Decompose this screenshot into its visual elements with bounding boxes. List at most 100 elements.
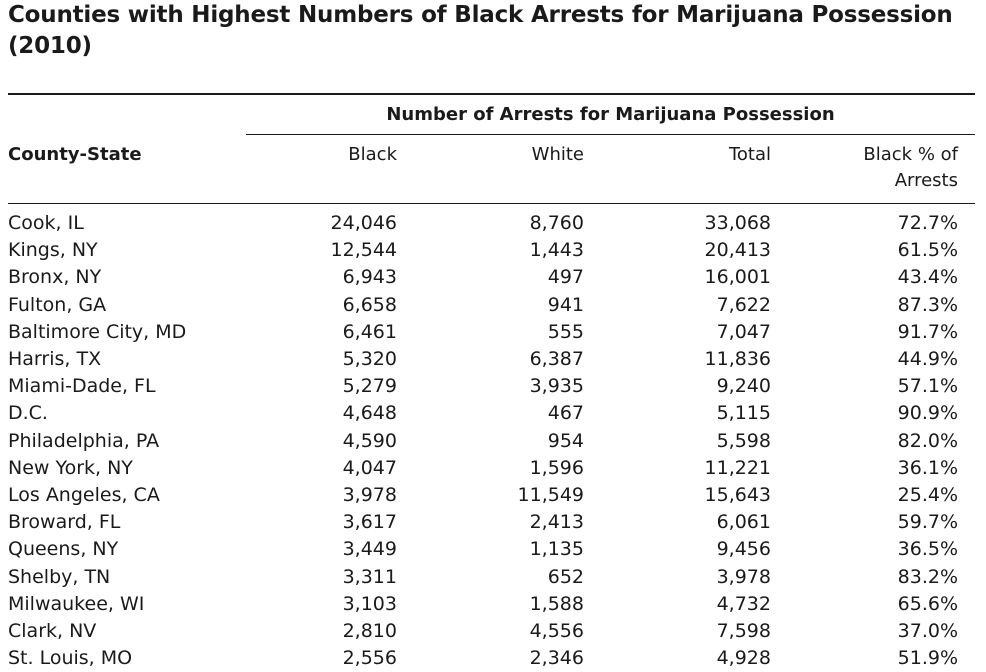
- cell-white: 2,413: [529, 511, 584, 534]
- cell-total: 11,836: [704, 348, 771, 371]
- cell-total: 5,598: [716, 429, 771, 452]
- cell-black: 5,320: [342, 348, 397, 371]
- cell-black-percent: 43.4%: [897, 266, 958, 289]
- group-header: Number of Arrests for Marijuana Possessi…: [386, 104, 835, 125]
- cell-black: 6,658: [342, 293, 397, 316]
- cell-white: 8,760: [529, 212, 584, 235]
- table-row: Milwaukee, WI 3,103 1,588 4,732 65.6%: [8, 591, 958, 618]
- table-row: Cook, IL 24,046 8,760 33,068 72.7%: [8, 210, 958, 237]
- table-row: Shelby, TN 3,311 652 3,978 83.2%: [8, 563, 958, 590]
- table-row: Baltimore City, MD 6,461 555 7,047 91.7%: [8, 319, 958, 346]
- cell-black: 12,544: [330, 239, 397, 262]
- cell-total: 6,061: [716, 511, 771, 534]
- cell-total: 4,732: [716, 592, 771, 615]
- column-header-total: Total: [728, 144, 771, 165]
- table-row: Clark, NV 2,810 4,556 7,598 37.0%: [8, 618, 958, 645]
- cell-total: 9,240: [716, 375, 771, 398]
- cell-county: St. Louis, MO: [8, 647, 133, 670]
- table-row: Bronx, NY 6,943 497 16,001 43.4%: [8, 264, 958, 291]
- group-header-rule: [246, 134, 975, 135]
- cell-county: Los Angeles, CA: [8, 483, 160, 506]
- cell-white: 1,596: [529, 456, 584, 479]
- cell-county: Cook, IL: [8, 212, 84, 235]
- table-row: Kings, NY 12,544 1,443 20,413 61.5%: [8, 237, 958, 264]
- cell-white: 941: [547, 293, 584, 316]
- arrests-table: Cook, IL 24,046 8,760 33,068 72.7% Kings, NY 1…: [8, 210, 958, 672]
- table-row: Los Angeles, CA 3,978 11,549 15,643 25.4%: [8, 482, 958, 509]
- cell-black: 6,943: [342, 266, 397, 289]
- cell-total: 33,068: [704, 212, 771, 235]
- cell-county: Fulton, GA: [8, 293, 107, 316]
- table-row: D.C. 4,648 467 5,115 90.9%: [8, 400, 958, 427]
- cell-black-percent: 57.1%: [897, 375, 958, 398]
- column-header-county: County-State: [8, 144, 142, 165]
- cell-black: 4,590: [342, 429, 397, 452]
- cell-black: 3,617: [342, 511, 397, 534]
- cell-black-percent: 72.7%: [897, 212, 958, 235]
- cell-white: 2,346: [529, 647, 584, 670]
- column-header-black: Black: [348, 144, 397, 165]
- cell-total: 4,928: [716, 647, 771, 670]
- column-header-black-percent: Black % of Arrests: [800, 142, 958, 194]
- cell-total: 3,978: [716, 565, 771, 588]
- cell-white: 954: [547, 429, 584, 452]
- table-row: Miami-Dade, FL 5,279 3,935 9,240 57.1%: [8, 373, 958, 400]
- table-row: Harris, TX 5,320 6,387 11,836 44.9%: [8, 346, 958, 373]
- cell-county: Philadelphia, PA: [8, 429, 160, 452]
- table-row: St. Louis, MO 2,556 2,346 4,928 51.9%: [8, 645, 958, 672]
- table-row: Queens, NY 3,449 1,135 9,456 36.5%: [8, 536, 958, 563]
- column-header-black-percent-line1: Black % of: [863, 144, 958, 165]
- cell-black: 5,279: [342, 375, 397, 398]
- cell-black-percent: 87.3%: [897, 293, 958, 316]
- cell-white: 467: [547, 402, 584, 425]
- cell-white: 1,588: [529, 592, 584, 615]
- header-rule: [8, 203, 975, 204]
- cell-black: 6,461: [342, 320, 397, 343]
- table-body: Cook, IL 24,046 8,760 33,068 72.7% Kings, NY 1…: [8, 210, 958, 672]
- cell-total: 15,643: [704, 483, 771, 506]
- cell-black-percent: 36.5%: [897, 538, 958, 561]
- cell-total: 11,221: [704, 456, 771, 479]
- cell-county: Broward, FL: [8, 511, 121, 534]
- cell-black: 4,047: [342, 456, 397, 479]
- cell-county: Harris, TX: [8, 348, 102, 371]
- cell-black: 4,648: [342, 402, 397, 425]
- cell-white: 6,387: [529, 348, 584, 371]
- table-row: New York, NY 4,047 1,596 11,221 36.1%: [8, 455, 958, 482]
- cell-county: Baltimore City, MD: [8, 320, 187, 343]
- table-row: Broward, FL 3,617 2,413 6,061 59.7%: [8, 509, 958, 536]
- cell-black-percent: 44.9%: [897, 348, 958, 371]
- cell-black-percent: 37.0%: [897, 619, 958, 642]
- cell-black-percent: 51.9%: [897, 647, 958, 670]
- cell-black-percent: 90.9%: [897, 402, 958, 425]
- cell-black: 3,311: [342, 565, 397, 588]
- cell-county: Kings, NY: [8, 239, 98, 262]
- cell-white: 652: [547, 565, 584, 588]
- cell-total: 20,413: [704, 239, 771, 262]
- cell-county: Shelby, TN: [8, 565, 111, 588]
- cell-white: 3,935: [529, 375, 584, 398]
- cell-black-percent: 59.7%: [897, 511, 958, 534]
- cell-white: 1,135: [529, 538, 584, 561]
- cell-black-percent: 36.1%: [897, 456, 958, 479]
- cell-county: Miami-Dade, FL: [8, 375, 156, 398]
- cell-black: 3,978: [342, 483, 397, 506]
- cell-county: D.C.: [8, 402, 48, 425]
- column-header-white: White: [531, 144, 584, 165]
- cell-total: 5,115: [716, 402, 771, 425]
- cell-county: Clark, NV: [8, 619, 97, 642]
- cell-white: 497: [547, 266, 584, 289]
- cell-black-percent: 61.5%: [897, 239, 958, 262]
- cell-black: 3,449: [342, 538, 397, 561]
- cell-county: Bronx, NY: [8, 266, 102, 289]
- cell-white: 11,549: [517, 483, 584, 506]
- cell-total: 9,456: [716, 538, 771, 561]
- cell-black: 3,103: [342, 592, 397, 615]
- cell-county: Queens, NY: [8, 538, 119, 561]
- column-header-black-percent-line2: Arrests: [894, 170, 958, 191]
- cell-black: 2,810: [342, 619, 397, 642]
- cell-county: Milwaukee, WI: [8, 592, 145, 615]
- cell-total: 7,047: [716, 320, 771, 343]
- cell-black-percent: 25.4%: [897, 483, 958, 506]
- cell-white: 555: [547, 320, 584, 343]
